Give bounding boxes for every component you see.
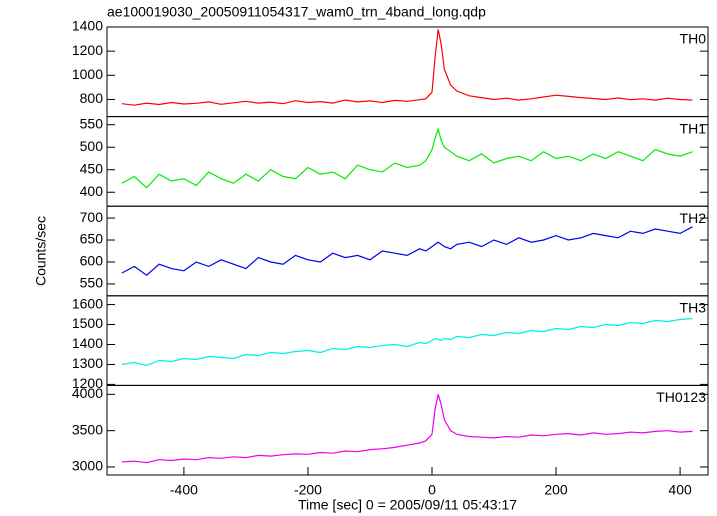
y-tick-label: 800 bbox=[80, 90, 104, 106]
y-tick-label: 4000 bbox=[72, 385, 103, 401]
panel-frame bbox=[106, 116, 709, 207]
data-line bbox=[121, 226, 693, 276]
data-line bbox=[121, 127, 693, 189]
y-tick-label: 1200 bbox=[72, 375, 103, 391]
x-tick-label: -400 bbox=[170, 482, 198, 498]
panel-frame bbox=[106, 205, 709, 297]
y-tick-label: 1500 bbox=[72, 315, 103, 331]
y-tick-label: 1200 bbox=[72, 42, 103, 58]
panel-label: TH0123 bbox=[656, 389, 706, 405]
panel-label: TH2 bbox=[680, 210, 707, 226]
chart-title: ae100019030_20050911054317_wam0_trn_4ban… bbox=[107, 4, 486, 20]
panel-frame bbox=[106, 295, 709, 386]
y-tick-label: 1000 bbox=[72, 66, 103, 82]
y-tick-label: 1600 bbox=[72, 295, 103, 311]
y-tick-label: 3000 bbox=[72, 458, 103, 474]
y-tick-label: 1400 bbox=[72, 18, 103, 34]
x-axis-title: Time [sec] 0 = 2005/09/11 05:43:17 bbox=[298, 497, 517, 513]
data-line bbox=[121, 394, 693, 464]
y-tick-label: 600 bbox=[80, 253, 104, 269]
panel-label: TH0 bbox=[680, 31, 707, 47]
y-tick-label: 450 bbox=[80, 160, 104, 176]
x-tick-label: -200 bbox=[294, 482, 322, 498]
y-tick-label: 3500 bbox=[72, 421, 103, 437]
y-tick-label: 650 bbox=[80, 231, 104, 247]
x-tick-label: 0 bbox=[428, 482, 436, 498]
y-tick-label: 1300 bbox=[72, 355, 103, 371]
panel-frame bbox=[106, 384, 709, 476]
y-tick-label: 550 bbox=[80, 275, 104, 291]
y-tick-label: 400 bbox=[80, 183, 104, 199]
data-line bbox=[121, 317, 693, 367]
x-tick-label: 400 bbox=[668, 482, 692, 498]
panel-label: TH3 bbox=[680, 300, 707, 316]
data-line bbox=[121, 29, 693, 106]
y-tick-label: 500 bbox=[80, 138, 104, 154]
y-axis-title: Counts/sec bbox=[33, 216, 49, 286]
panel-label: TH1 bbox=[680, 120, 707, 136]
y-tick-label: 550 bbox=[80, 115, 104, 131]
y-tick-label: 1400 bbox=[72, 335, 103, 351]
x-tick-label: 200 bbox=[544, 482, 568, 498]
y-tick-label: 700 bbox=[80, 209, 104, 225]
